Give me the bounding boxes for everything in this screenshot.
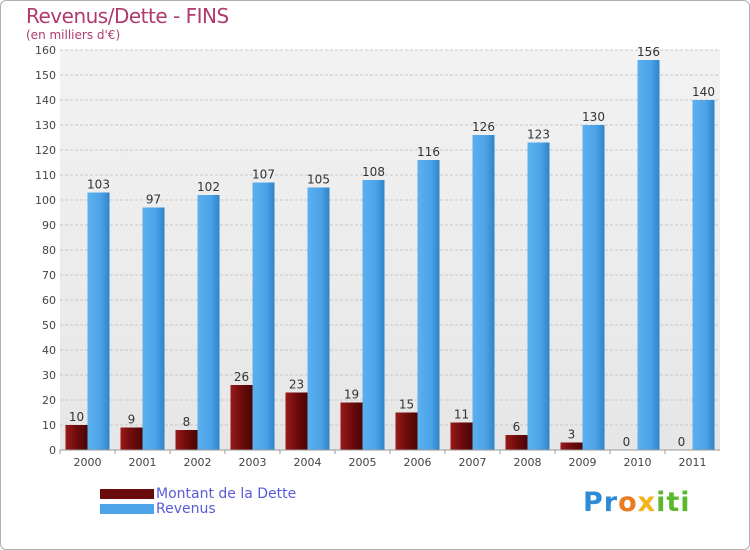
data-label-revenus: 102 [197, 180, 220, 194]
legend-item-dette: Montant de la Dette [100, 485, 297, 502]
y-tick-label: 80 [42, 244, 56, 257]
data-label-dette: 10 [69, 410, 84, 424]
x-tick-label: 2009 [569, 456, 597, 469]
data-label-revenus: 156 [637, 45, 660, 59]
bar-dette [560, 442, 583, 450]
data-label-revenus: 140 [692, 85, 715, 99]
data-label-dette: 26 [234, 370, 249, 384]
bar-revenus [362, 180, 385, 450]
y-tick-label: 140 [35, 94, 56, 107]
bar-revenus [252, 182, 275, 450]
data-label-dette: 0 [678, 435, 686, 449]
data-label-dette: 9 [128, 413, 136, 427]
x-tick-label: 2002 [184, 456, 212, 469]
data-label-revenus: 108 [362, 165, 385, 179]
x-tick-label: 2011 [679, 456, 707, 469]
bar-dette [175, 430, 198, 450]
bar-revenus [307, 187, 330, 450]
data-label-dette: 6 [513, 420, 521, 434]
bar-revenus [87, 192, 110, 450]
gridlines [60, 49, 720, 426]
chart-title: Revenus/Dette - FINS [26, 4, 229, 28]
y-tick-label: 120 [35, 144, 56, 157]
y-tick-label: 0 [49, 444, 56, 457]
proxiti-logo: Proxiti [583, 487, 691, 518]
bar-revenus [527, 142, 550, 450]
legend-swatch-revenus [100, 503, 154, 514]
bar-dette [340, 402, 363, 450]
x-tick-label: 2010 [624, 456, 652, 469]
y-tick-label: 160 [35, 44, 56, 57]
x-tick-label: 2000 [74, 456, 102, 469]
y-tick-label: 30 [42, 369, 56, 382]
x-tick-label: 2001 [129, 456, 157, 469]
bar-dette [230, 385, 253, 450]
x-tick-label: 2007 [459, 456, 487, 469]
bar-dette [395, 412, 418, 450]
bar-dette [505, 435, 528, 450]
y-tick-label: 10 [42, 419, 56, 432]
x-tick-label: 2008 [514, 456, 542, 469]
bars [65, 60, 715, 450]
bar-dette [450, 422, 473, 450]
data-label-dette: 11 [454, 408, 469, 422]
y-tick-label: 90 [42, 219, 56, 232]
data-label-dette: 23 [289, 378, 304, 392]
data-label-dette: 3 [568, 428, 576, 442]
chart-subtitle: (en milliers d'€) [26, 28, 121, 42]
y-tick-label: 110 [35, 169, 56, 182]
y-tick-label: 150 [35, 69, 56, 82]
y-axis-ticks: 0 10 20 30 40 50 60 70 80 90 100 110 120 130 140 150 160 [35, 44, 56, 457]
legend-item-revenus: Revenus [100, 500, 296, 517]
data-label-dette: 15 [399, 398, 414, 412]
data-label-revenus: 116 [417, 145, 440, 159]
data-label-dette: 0 [623, 435, 631, 449]
bar-revenus [417, 160, 440, 450]
data-label-revenus: 97 [146, 193, 161, 207]
y-tick-label: 60 [42, 294, 56, 307]
bar-revenus [692, 100, 715, 450]
data-label-dette: 19 [344, 388, 359, 402]
y-tick-label: 50 [42, 319, 56, 332]
bar-revenus [582, 125, 605, 450]
x-axis-ticks: 2000 2001 2002 2003 2004 2005 2006 2007 2008 2009… [59, 450, 707, 469]
bar-revenus [142, 207, 165, 450]
x-tick-label: 2003 [239, 456, 267, 469]
data-label-revenus: 103 [87, 178, 110, 192]
x-tick-label: 2006 [404, 456, 432, 469]
y-tick-label: 20 [42, 394, 56, 407]
data-label-revenus: 123 [527, 128, 550, 142]
bar-revenus [472, 135, 495, 450]
legend: Montant de la Dette Revenus [100, 485, 297, 517]
data-label-revenus: 130 [582, 110, 605, 124]
x-tick-label: 2005 [349, 456, 377, 469]
y-tick-label: 100 [35, 194, 56, 207]
x-tick-label: 2004 [294, 456, 322, 469]
bar-revenus [637, 60, 660, 450]
bar-dette [65, 425, 88, 450]
legend-label-dette: Montant de la Dette [156, 485, 297, 502]
y-tick-label: 70 [42, 269, 56, 282]
data-labels: 10 103 9 97 8 102 26 107 23 105 19 108 15 116 11 126 6 12… [69, 45, 715, 449]
data-label-revenus: 126 [472, 120, 495, 134]
y-tick-label: 40 [42, 344, 56, 357]
legend-swatch-dette [100, 488, 154, 499]
legend-label-revenus: Revenus [156, 500, 216, 517]
data-label-revenus: 107 [252, 168, 275, 182]
y-tick-label: 130 [35, 119, 56, 132]
data-label-revenus: 105 [307, 173, 330, 187]
bar-revenus [197, 195, 220, 450]
bar-dette [285, 392, 308, 450]
bar-dette [120, 427, 143, 450]
data-label-dette: 8 [183, 415, 191, 429]
